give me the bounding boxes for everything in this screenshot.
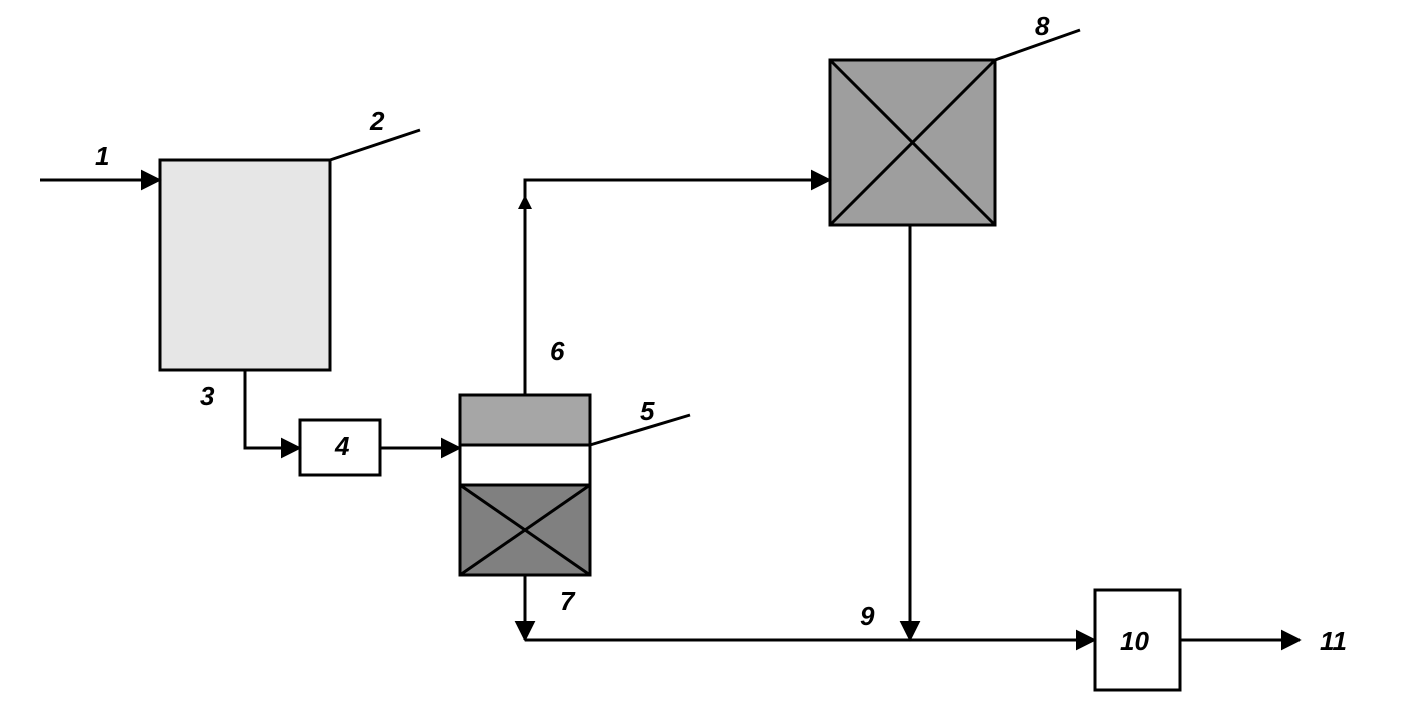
flow-a6-midarrow [518, 195, 532, 209]
label-l6: 6 [550, 336, 565, 366]
label-l11: 11 [1320, 626, 1347, 656]
label-l9: 9 [860, 601, 875, 631]
label-l1: 1 [95, 141, 109, 171]
label-l3: 3 [200, 381, 215, 411]
flow-a3 [245, 370, 300, 448]
label-l8: 8 [1035, 11, 1050, 41]
block-2 [160, 160, 330, 370]
label-l10: 10 [1120, 626, 1149, 656]
label-l5: 5 [640, 396, 655, 426]
label-l2: 2 [369, 106, 385, 136]
block-5-mid [460, 445, 590, 485]
label-l4: 4 [334, 431, 350, 461]
label-l7: 7 [560, 586, 576, 616]
flow-a6 [525, 180, 830, 395]
block-5-top [460, 395, 590, 445]
